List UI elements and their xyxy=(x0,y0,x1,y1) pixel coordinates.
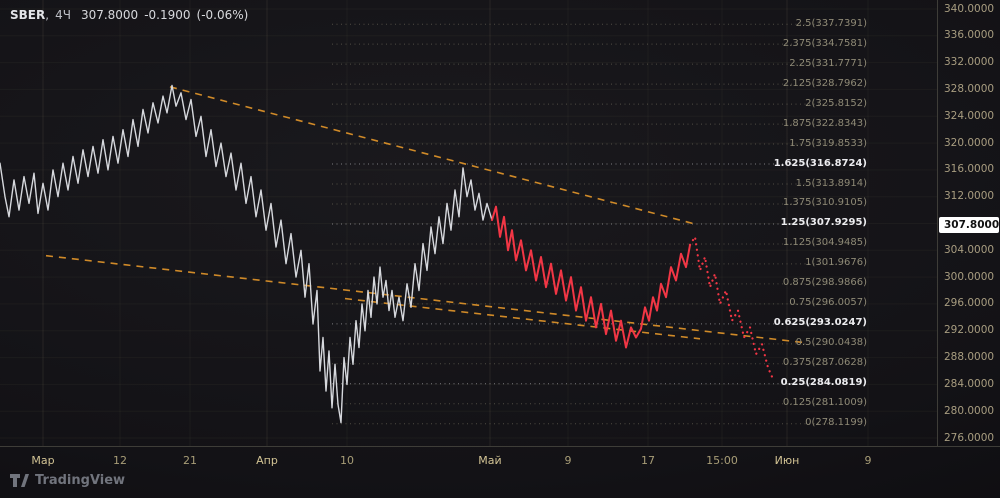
time-axis-label: 12 xyxy=(113,454,127,467)
upper-descending-trendline xyxy=(169,86,699,226)
price-axis-label: 328.0000 xyxy=(944,83,995,95)
price-axis-label: 312.0000 xyxy=(944,190,995,202)
symbol-name: SBER, xyxy=(10,8,49,22)
price-axis-label: 300.0000 xyxy=(944,271,995,283)
price-axis-label: 316.0000 xyxy=(944,163,995,175)
fib-level-label: 0.625(293.0247) xyxy=(773,317,867,328)
legend-separator: , xyxy=(45,8,50,22)
price-change-percent: (-0.06%) xyxy=(196,8,249,22)
fib-level-label: 2.375(334.7581) xyxy=(782,38,867,49)
fib-level-label: 0.75(296.0057) xyxy=(789,297,867,308)
fib-level-label: 1.375(310.9105) xyxy=(782,197,867,208)
price-axis-label: 292.0000 xyxy=(944,324,995,336)
fib-level-label: 1.125(304.9485) xyxy=(782,237,867,248)
fib-level-label: 0.875(298.9866) xyxy=(782,277,867,288)
price-axis-label: 340.0000 xyxy=(944,3,995,15)
current-price-badge: 307.8000 xyxy=(939,217,999,233)
price-history-line[interactable] xyxy=(0,84,493,424)
time-axis-label: 10 xyxy=(340,454,354,467)
price-axis-label: 276.0000 xyxy=(944,432,995,444)
fib-level-label: 0.5(290.0438) xyxy=(795,337,867,348)
price-axis-label: 296.0000 xyxy=(944,297,995,309)
price-axis-label: 320.0000 xyxy=(944,137,995,149)
symbol-legend[interactable]: SBER, 4Ч 307.8000 -0.1900 (-0.06%) xyxy=(10,8,248,22)
price-axis-label: 332.0000 xyxy=(944,56,995,68)
fib-level-label: 0.125(281.1009) xyxy=(782,397,867,408)
fib-level-label: 1.875(322.8343) xyxy=(782,118,867,129)
fib-level-label: 2.25(331.7771) xyxy=(789,58,867,69)
wedge-support-trendline xyxy=(344,297,701,340)
price-axis-label: 284.0000 xyxy=(944,378,995,390)
price-axis-label: 304.0000 xyxy=(944,244,995,256)
fib-level-label: 0(278.1199) xyxy=(805,417,867,428)
fib-level-label: 2.5(337.7391) xyxy=(795,18,867,29)
price-axis-label: 280.0000 xyxy=(944,405,995,417)
time-axis-label: Июн xyxy=(774,454,800,467)
lower-descending-trendline xyxy=(45,254,807,344)
time-axis-label: 15:00 xyxy=(706,454,738,467)
symbol-ticker: SBER xyxy=(10,8,46,22)
price-axis-label: 288.0000 xyxy=(944,351,995,363)
price-chart-plot[interactable]: 2.5(337.7391) 2.375(334.7581) 2.25(331.777… xyxy=(0,0,937,446)
interval-label: 4Ч xyxy=(55,8,71,22)
time-axis-label: 17 xyxy=(641,454,655,467)
price-axis-label: 324.0000 xyxy=(944,110,995,122)
projection-dotted-line[interactable] xyxy=(688,235,775,381)
fib-level-label: 2(325.8152) xyxy=(805,98,867,109)
price-axis-label: 336.0000 xyxy=(944,29,995,41)
fib-level-label: 1.625(316.8724) xyxy=(773,158,867,169)
time-axis-label: 9 xyxy=(564,454,572,467)
last-price-value: 307.8000 xyxy=(80,8,139,22)
time-axis-label: 9 xyxy=(864,454,872,467)
tradingview-logo-icon xyxy=(10,474,29,487)
time-axis-label: Май xyxy=(478,454,502,467)
time-axis-label: Апр xyxy=(256,454,278,467)
fib-level-label: 1.25(307.9295) xyxy=(780,217,867,228)
time-axis-label: Мар xyxy=(31,454,55,467)
time-axis-label: 21 xyxy=(183,454,197,467)
projection-solid-line[interactable] xyxy=(491,205,691,349)
tradingview-logo[interactable]: TradingView xyxy=(10,473,125,488)
fib-level-label: 0.375(287.0628) xyxy=(782,357,867,368)
tradingview-logo-text: TradingView xyxy=(35,473,126,488)
time-axis[interactable]: Мар 12 21 Апр 10 Май 9 17 15:00 Июн 9 xyxy=(0,446,1000,498)
fib-level-label: 2.125(328.7962) xyxy=(782,78,867,89)
price-axis[interactable]: 340.0000 336.0000 332.0000 328.0000 324.0000… xyxy=(937,0,1000,446)
fib-level-label: 0.25(284.0819) xyxy=(780,377,867,388)
chart-canvas[interactable] xyxy=(0,0,937,446)
fib-level-label: 1(301.9676) xyxy=(805,257,867,268)
fib-level-label: 1.75(319.8533) xyxy=(789,138,867,149)
price-change-value: -0.1900 xyxy=(144,8,191,22)
fib-level-label: 1.5(313.8914) xyxy=(795,178,867,189)
